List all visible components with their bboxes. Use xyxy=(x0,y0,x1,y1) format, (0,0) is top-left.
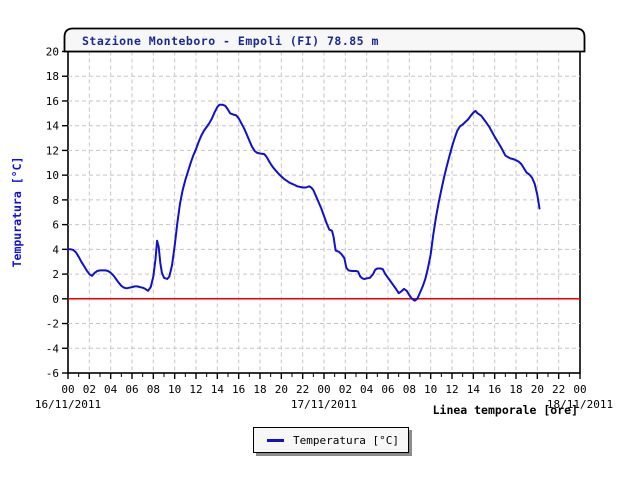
y-tick-label: 16 xyxy=(46,95,59,108)
y-axis-label: Tempuratura [°C] xyxy=(10,157,24,268)
x-tick-label: 18 xyxy=(253,383,266,396)
y-tick-label: 20 xyxy=(46,46,59,59)
date-label: 16/11/2011 xyxy=(35,398,101,411)
curve-group xyxy=(67,103,541,302)
date-label: 17/11/2011 xyxy=(291,398,357,411)
x-tick-label: 14 xyxy=(211,383,225,396)
x-tick-label: 06 xyxy=(125,383,138,396)
y-tick-label: 18 xyxy=(46,70,59,83)
x-axis-label: Linea temporale [ore] xyxy=(433,403,578,417)
temperature-curve xyxy=(67,103,541,302)
y-tick-label: 8 xyxy=(52,194,59,207)
date-label: 18/11/2011 xyxy=(547,398,613,411)
date-labels: 16/11/2011 17/11/2011 18/11/2011 xyxy=(35,398,613,411)
chart-title: Stazione Monteboro - Empoli (FI) 78.85 m xyxy=(82,34,379,48)
y-tick-label: -2 xyxy=(46,318,59,331)
y-tick-label: 14 xyxy=(46,120,60,133)
y-tick-label: 10 xyxy=(46,169,59,182)
x-tick-label: 16 xyxy=(232,383,245,396)
x-tick-label: 14 xyxy=(467,383,481,396)
title-bar xyxy=(63,27,586,53)
x-tick-label: 20 xyxy=(531,383,544,396)
y-tick-label: -6 xyxy=(46,367,59,380)
x-tick-label: 10 xyxy=(168,383,181,396)
y-tick-label: -4 xyxy=(46,342,60,355)
legend: Temperatura [°C] xyxy=(253,427,409,453)
x-tick-label: 02 xyxy=(339,383,352,396)
x-tick-label: 22 xyxy=(552,383,565,396)
y-tick-label: 4 xyxy=(52,243,59,256)
x-tick-label: 04 xyxy=(360,383,374,396)
x-tick-label: 20 xyxy=(275,383,288,396)
x-tick-label: 00 xyxy=(61,383,74,396)
x-tick-label: 12 xyxy=(445,383,458,396)
x-tick-label: 00 xyxy=(573,383,586,396)
y-tick-label: 6 xyxy=(52,219,59,232)
x-tick-label: 04 xyxy=(104,383,118,396)
x-tick-label: 22 xyxy=(296,383,309,396)
axis-ticks xyxy=(62,50,581,379)
x-tick-label: 18 xyxy=(509,383,522,396)
x-tick-label: 00 xyxy=(317,383,330,396)
x-tick-label: 08 xyxy=(403,383,416,396)
y-tick-label: 12 xyxy=(46,144,59,157)
y-tick-label: 0 xyxy=(52,293,59,306)
x-tick-label: 06 xyxy=(381,383,394,396)
x-tick-label: 16 xyxy=(488,383,501,396)
x-tick-label: 02 xyxy=(83,383,96,396)
legend-label: Temperatura [°C] xyxy=(293,433,399,447)
x-tick-label: 08 xyxy=(147,383,160,396)
legend-color-line xyxy=(267,438,284,442)
y-tick-label: 2 xyxy=(52,268,59,281)
x-tick-label: 12 xyxy=(189,383,202,396)
x-tick-label: 10 xyxy=(424,383,437,396)
gridlines xyxy=(68,51,580,373)
